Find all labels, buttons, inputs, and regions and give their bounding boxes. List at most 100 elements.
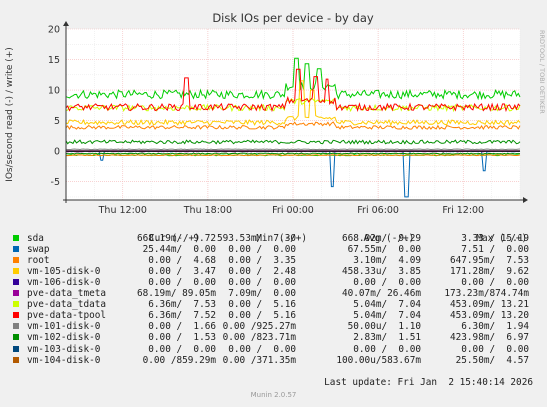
legend-max: 171.28m/ 9.62 xyxy=(449,266,529,278)
legend-avg: 0.00 / 0.00 xyxy=(353,277,421,289)
legend-row: vm-105-disk-0 0.00 / 3.47 0.00 / 2.48 458.3… xyxy=(0,266,547,277)
legend-series-name: vm-105-disk-0 xyxy=(27,266,101,278)
legend-cur: 0.00 / 0.00 xyxy=(148,343,216,355)
legend-min: 0.00 / 2.48 xyxy=(228,266,296,278)
legend-series-name: vm-106-disk-0 xyxy=(27,277,101,289)
legend-cur: 6.36m/ 7.53 xyxy=(148,299,216,311)
legend-avg: 2.83m/ 1.51 xyxy=(353,332,421,344)
legend-min: 0.00 / 0.00 xyxy=(228,343,296,355)
legend-swatch xyxy=(13,268,19,275)
legend-avg: 50.00u/ 1.10 xyxy=(347,321,421,333)
legend-max: 647.95m/ 7.53 xyxy=(449,255,529,267)
legend-series-name: pve-data_tmeta xyxy=(27,288,107,300)
legend-cur: 25.44m/ 0.00 xyxy=(142,244,216,256)
legend-row: vm-101-disk-0 0.00 / 1.66 0.00 /925.27m 50.… xyxy=(0,321,547,332)
legend-min: 0.00 / 5.16 xyxy=(228,299,296,311)
legend-min: 0.00 / 0.00 xyxy=(228,277,296,289)
y-tick-label: 5 xyxy=(54,116,60,127)
legend-avg: 0.00 / 0.00 xyxy=(353,343,421,355)
legend-min: 0.00 / 0.00 xyxy=(228,244,296,256)
legend-max: 423.98m/ 6.97 xyxy=(449,332,529,344)
legend-avg: 458.33u/ 3.85 xyxy=(341,266,421,278)
legend-row: pve-data-tpool 6.36m/ 7.52 0.00 / 5.16 5.04… xyxy=(0,310,547,321)
legend-swatch xyxy=(13,290,19,297)
legend-row: pve-data_tdata 6.36m/ 7.53 0.00 / 5.16 5.04… xyxy=(0,299,547,310)
x-tick-label: Fri 00:00 xyxy=(272,205,314,216)
legend-series-name: vm-102-disk-0 xyxy=(27,332,101,344)
legend-cur: 668.19m/ 9.72 xyxy=(136,233,216,244)
series-write-vm-101-disk-0 xyxy=(65,148,521,151)
legend-series-name: vm-104-disk-0 xyxy=(27,354,101,366)
legend-cur: 0.00 / 0.00 xyxy=(148,277,216,289)
legend-cur: 6.36m/ 7.52 xyxy=(148,310,216,322)
y-tick-label: 15 xyxy=(48,55,60,66)
x-tick-label: Thu 12:00 xyxy=(98,205,147,216)
series-read-root xyxy=(66,154,521,157)
legend-cur: 0.00 / 1.66 xyxy=(148,321,216,333)
legend-avg: 67.55m/ 0.00 xyxy=(347,244,421,256)
legend-avg: 668.02m/ 9.29 xyxy=(341,233,421,244)
y-tick-label: -5 xyxy=(51,177,60,188)
y-axis-label: IOs/second read (-) / write (+) xyxy=(5,47,15,182)
legend-swatch xyxy=(13,323,19,330)
x-axis-arrow xyxy=(523,197,528,203)
legend-avg: 5.04m/ 7.04 xyxy=(353,299,421,311)
legend-swatch xyxy=(13,257,19,264)
legend-min: 593.53m/ 7.30 xyxy=(216,233,296,244)
last-update: Last update: Fri Jan 2 15:40:14 2026 xyxy=(324,377,533,388)
legend-row: sda 668.19m/ 9.72 593.53m/ 7.30 668.02m/ 9.… xyxy=(0,233,547,244)
legend-series-name: swap xyxy=(27,244,50,256)
legend-min: 0.00 /925.27m xyxy=(222,321,296,333)
legend-swatch xyxy=(13,301,19,308)
series-write-vm-102-disk-0 xyxy=(65,139,521,145)
legend-swatch xyxy=(13,334,19,341)
legend-cur: 0.00 / 4.68 xyxy=(148,255,216,267)
legend-cur: 0.00 / 1.53 xyxy=(148,332,216,344)
legend-min: 0.00 /823.71m xyxy=(222,332,296,344)
legend-max: 0.00 / 0.00 xyxy=(461,343,529,355)
legend-max: 453.09m/ 13.21 xyxy=(449,299,529,311)
y-tick-label: 20 xyxy=(48,25,60,36)
legend-avg: 5.04m/ 7.04 xyxy=(353,310,421,322)
legend-swatch xyxy=(13,246,19,253)
legend-max: 25.50m/ 4.57 xyxy=(455,354,529,366)
series-write-pve-data-tpool xyxy=(65,68,521,113)
legend-min: 0.00 / 3.35 xyxy=(228,255,296,267)
legend-max: 7.51 / 0.00 xyxy=(461,244,529,256)
legend-min: 7.09m/ 0.00 xyxy=(228,288,296,300)
legend-swatch xyxy=(13,345,19,352)
legend: sda 668.19m/ 9.72 593.53m/ 7.30 668.02m/ 9.… xyxy=(0,233,547,383)
legend-row: swap 25.44m/ 0.00 0.00 / 0.00 67.55m/ 0.00 7… xyxy=(0,244,547,255)
x-tick-label: Thu 18:00 xyxy=(183,205,232,216)
legend-series-name: pve-data-tpool xyxy=(27,310,107,322)
legend-swatch xyxy=(13,279,19,286)
legend-header-text: Cur (-/+) Min (-/+) Avg (-/+) Max (-/+) xyxy=(149,233,528,244)
x-tick-label: Fri 12:00 xyxy=(442,205,484,216)
legend-series-name: root xyxy=(27,255,50,267)
legend-min: 0.00 /371.35m xyxy=(222,354,296,366)
y-tick-label: 10 xyxy=(48,86,60,97)
y-tick-label: 0 xyxy=(54,147,60,158)
legend-row: vm-103-disk-0 0.00 / 0.00 0.00 / 0.00 0.00 … xyxy=(0,344,547,355)
legend-avg: 100.00u/583.67m xyxy=(336,354,421,366)
series-write-root xyxy=(65,121,521,131)
legend-row: pve-data_tmeta 68.19m/ 89.05m 7.09m/ 0.00 4… xyxy=(0,288,547,299)
legend-max: 0.00 / 0.00 xyxy=(461,277,529,289)
legend-series-name: sda xyxy=(27,233,44,244)
legend-row: vm-106-disk-0 0.00 / 0.00 0.00 / 0.00 0.00 … xyxy=(0,277,547,288)
rrdtool-watermark: RRDTOOL / TOBI OETIKER xyxy=(538,30,546,114)
x-tick-label: Fri 06:00 xyxy=(357,205,399,216)
legend-row: vm-104-disk-0 0.00 /859.29m 0.00 /371.35m 1… xyxy=(0,355,547,366)
legend-swatch xyxy=(13,312,19,319)
footer-version: Munin 2.0.57 xyxy=(250,391,297,399)
legend-avg: 3.10m/ 4.09 xyxy=(353,255,421,267)
chart-title: Disk IOs per device - by day xyxy=(212,11,374,25)
legend-series-name: pve-data_tdata xyxy=(27,299,107,311)
series-write-vm-105-disk-0 xyxy=(65,80,521,127)
legend-cur: 68.19m/ 89.05m xyxy=(136,288,216,300)
series-write-pve-data-tdata xyxy=(65,97,521,113)
legend-max: 6.30m/ 1.94 xyxy=(461,321,529,333)
legend-swatch xyxy=(13,235,19,241)
y-axis-arrow xyxy=(63,21,69,26)
